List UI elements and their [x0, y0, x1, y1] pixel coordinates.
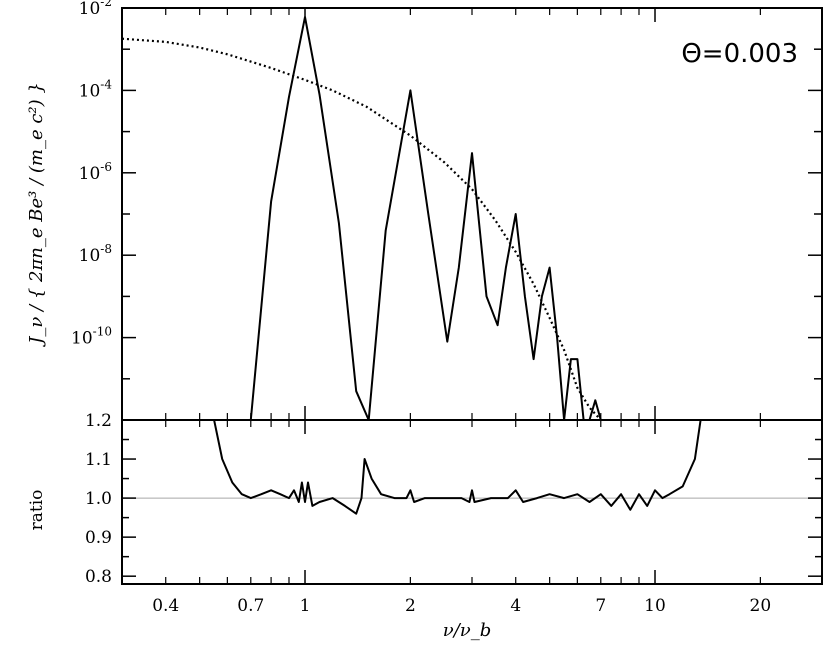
- ratio-panel: 1.2 1.1 1.0 0.9 0.8 0.4 0.7 1 2 4 7 10 20: [85, 411, 823, 616]
- x-tick-label: 2: [405, 596, 416, 616]
- top-y-tick-label: 10-6: [79, 160, 112, 184]
- theta-label: Θ=0.003: [681, 39, 798, 69]
- x-tick-label: 10: [644, 596, 666, 616]
- approximation-dotted-series: [122, 37, 602, 420]
- top-y-tick-label: 10-2: [79, 0, 112, 19]
- x-axis-label: ν/ν_b: [443, 620, 491, 641]
- bottom-y-tick-label: 1.1: [85, 450, 112, 470]
- x-tick-label: 4: [510, 596, 521, 616]
- x-tick-label: 1: [300, 596, 311, 616]
- bottom-y-tick-label: 0.9: [85, 528, 112, 548]
- top-y-tick-label: 10-4: [79, 77, 113, 101]
- bottom-y-tick-label: 1.2: [85, 411, 112, 431]
- x-tick-label: 0.4: [152, 596, 179, 616]
- top-plot-frame: [121, 7, 823, 421]
- ratio-line-series: [213, 420, 702, 515]
- x-tick-label: 0.7: [237, 596, 264, 616]
- top-y-tick-label: 10-10: [71, 325, 112, 349]
- top-y-tick-label: 10-8: [79, 242, 112, 266]
- x-tick-label: 20: [750, 596, 772, 616]
- top-y-axis-label: J_ν / { 2πn_e Be³ / (m_e c²) }: [26, 82, 47, 348]
- bottom-y-axis-label: ratio: [27, 490, 47, 531]
- bottom-y-tick-label: 0.8: [85, 567, 112, 587]
- emissivity-line-series: [249, 16, 602, 420]
- bottom-y-tick-label: 1.0: [85, 489, 112, 509]
- bottom-plot-frame: [121, 419, 823, 585]
- x-tick-label: 7: [595, 596, 606, 616]
